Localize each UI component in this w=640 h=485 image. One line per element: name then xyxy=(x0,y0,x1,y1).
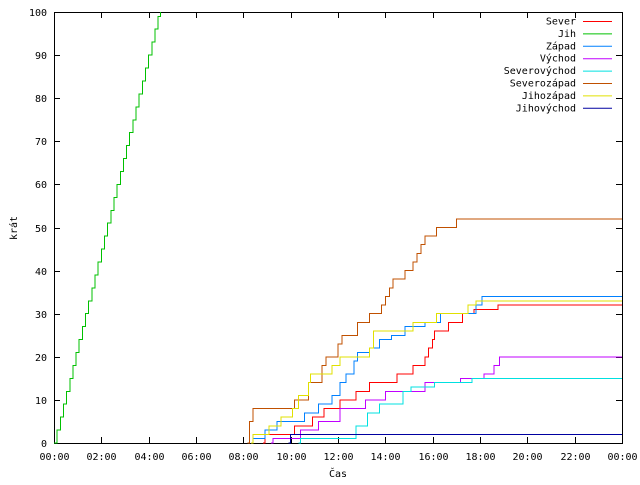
x-tick-label: 00:00 xyxy=(607,452,637,463)
legend-label: Jihovýchod xyxy=(516,102,576,114)
x-tick-label: 02:00 xyxy=(86,452,116,463)
series-line-zapad xyxy=(251,296,622,444)
y-tick-label: 60 xyxy=(35,180,47,191)
x-axis-label: Čas xyxy=(329,467,347,480)
series-line-jihovychod xyxy=(288,433,622,444)
series-line-sever xyxy=(263,304,622,444)
legend-label: Jihozápad xyxy=(522,90,576,102)
x-tick-label: 08:00 xyxy=(228,452,258,463)
x-tick-label: 20:00 xyxy=(512,452,542,463)
x-tick-label: 04:00 xyxy=(134,452,164,463)
legend: SeverJihZápadVýchodSeverovýchodSeverozáp… xyxy=(504,17,612,114)
x-tick-label: 16:00 xyxy=(418,452,448,463)
y-tick-label: 100 xyxy=(29,8,47,19)
y-tick-label: 0 xyxy=(41,439,47,450)
legend-label: Západ xyxy=(546,40,576,52)
legend-label: Severovýchod xyxy=(504,65,576,77)
series-line-severozapad xyxy=(247,218,622,444)
series-line-jih xyxy=(54,12,161,444)
y-tick-label: 50 xyxy=(35,224,47,235)
legend-label: Východ xyxy=(540,53,576,65)
y-tick-label: 20 xyxy=(35,353,47,364)
axes: 0 10 20 30 40 50 60 70 80 90 100 00:00 02:00 04:00 06:… xyxy=(29,8,638,463)
legend-label: Severozápad xyxy=(510,78,576,90)
x-tick-label: 00:00 xyxy=(39,452,69,463)
series-line-severovychod xyxy=(298,377,622,444)
x-tick-label: 14:00 xyxy=(370,452,400,463)
y-tick-label: 70 xyxy=(35,137,47,148)
legend-label: Sever xyxy=(546,17,576,28)
x-tick-label: 22:00 xyxy=(560,452,590,463)
y-tick-label: 30 xyxy=(35,310,47,321)
y-axis-label: krát xyxy=(8,216,20,240)
x-tick-label: 06:00 xyxy=(181,452,211,463)
series-line-jihozapad xyxy=(251,300,622,444)
legend-label: Jih xyxy=(558,29,576,40)
series-line-vychod xyxy=(270,356,622,444)
y-tick-label: 90 xyxy=(35,51,47,62)
y-tick-label: 10 xyxy=(35,396,47,407)
x-tick-label: 18:00 xyxy=(465,452,495,463)
x-tick-label: 10:00 xyxy=(276,452,306,463)
y-tick-label: 80 xyxy=(35,94,47,105)
x-tick-label: 12:00 xyxy=(323,452,353,463)
series-layer xyxy=(54,12,622,444)
y-tick-label: 40 xyxy=(35,267,47,278)
